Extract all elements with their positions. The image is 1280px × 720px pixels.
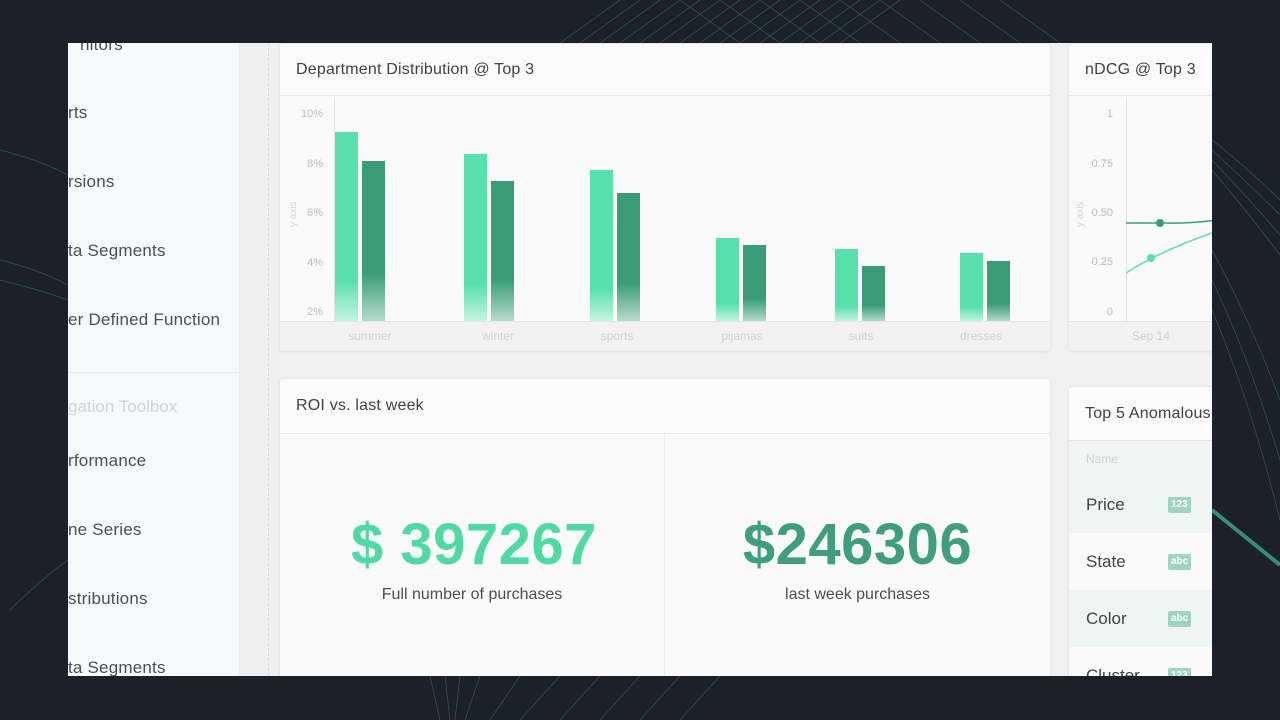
- bar-sports-series1[interactable]: [590, 170, 613, 322]
- sidebar-item-user-defined-function[interactable]: er Defined Function: [68, 310, 221, 329]
- sidebar: nitors rts rsions ta Segments er Defined…: [68, 43, 240, 676]
- bar-dresses-series1[interactable]: [960, 253, 983, 322]
- x-tick: winter: [481, 329, 514, 343]
- x-axis: summer winter sports pijamas suits dress…: [280, 321, 1050, 351]
- y-tick: 10%: [300, 108, 323, 120]
- bar-sports-series2[interactable]: [617, 193, 640, 322]
- bar-pijamas-series2[interactable]: [743, 245, 766, 322]
- roi-card: ROI vs. last week $ 397267 Full number o…: [279, 378, 1051, 676]
- y-tick: 4%: [307, 257, 323, 269]
- y-tick: 0: [1106, 306, 1113, 318]
- kpi-value: $ 397267: [351, 511, 597, 577]
- line-series: [1126, 219, 1212, 274]
- text-type-icon: abc: [1168, 553, 1192, 570]
- bar-pijamas-series1[interactable]: [716, 238, 739, 322]
- sidebar-item-data-segments[interactable]: ta Segments: [68, 241, 166, 260]
- x-tick: summer: [348, 329, 392, 343]
- numeric-type-icon: 123: [1168, 667, 1191, 676]
- table-row[interactable]: Cluster 123: [1069, 647, 1212, 676]
- y-tick: 8%: [307, 158, 323, 170]
- card-title: nDCG @ Top 3: [1069, 44, 1212, 96]
- x-tick: Sep 14: [1131, 329, 1171, 343]
- data-point: [1156, 219, 1164, 227]
- card-title: ROI vs. last week: [280, 379, 1050, 434]
- content-gutter: [240, 43, 280, 676]
- kpi-caption: Full number of purchases: [381, 585, 563, 603]
- department-distribution-card: Department Distribution @ Top 3 y axis 1…: [279, 43, 1051, 352]
- sidebar-item-monitors[interactable]: nitors: [80, 43, 123, 54]
- y-axis-line: [1126, 97, 1127, 324]
- top-anomalous-card: Top 5 Anomalous Name Price 123 State abc…: [1068, 386, 1212, 676]
- bar-suits-series1[interactable]: [835, 249, 858, 322]
- y-tick: 1: [1106, 108, 1113, 120]
- y-axis-line: [334, 97, 335, 324]
- sidebar-section-investigation-toolbox: gation Toolbox: [68, 397, 178, 416]
- sidebar-item-versions[interactable]: rsions: [68, 172, 115, 191]
- feature-name: State: [1086, 551, 1126, 571]
- column-header-name[interactable]: Name: [1069, 441, 1212, 476]
- feature-name: Price: [1086, 494, 1125, 514]
- bar-winter-series2[interactable]: [491, 181, 514, 322]
- kpi-full-purchases: $ 397267 Full number of purchases: [280, 432, 665, 676]
- sidebar-item-performance[interactable]: rformance: [68, 451, 147, 470]
- x-tick: pijamas: [721, 329, 763, 343]
- card-title: Top 5 Anomalous: [1069, 387, 1212, 441]
- y-tick: 0.25: [1091, 256, 1113, 268]
- bar-dresses-series2[interactable]: [987, 261, 1010, 322]
- x-tick: suits: [848, 329, 874, 343]
- table-row[interactable]: Color abc: [1069, 590, 1212, 647]
- sidebar-item-distributions[interactable]: stributions: [68, 589, 148, 608]
- kpi-value: $246306: [742, 511, 973, 577]
- y-tick: 0.50: [1091, 207, 1113, 219]
- sidebar-item-data-segments-2[interactable]: ta Segments: [68, 658, 166, 676]
- line-chart: y axis 1 0.75 0.50 0.25 0 Sep 14: [1069, 97, 1212, 351]
- table-row[interactable]: State abc: [1069, 533, 1212, 590]
- x-tick: sports: [600, 329, 634, 343]
- x-axis: Sep 14: [1069, 321, 1212, 351]
- bar-summer-series2[interactable]: [362, 161, 385, 322]
- sidebar-item-time-series[interactable]: ne Series: [68, 520, 142, 539]
- sidebar-item-alerts[interactable]: rts: [68, 103, 88, 122]
- numeric-type-icon: 123: [1168, 496, 1191, 513]
- sidebar-divider: [68, 372, 239, 373]
- bar-suits-series2[interactable]: [862, 266, 885, 322]
- y-tick: 0.75: [1091, 158, 1113, 170]
- y-tick: 2%: [307, 306, 323, 318]
- app-window: nitors rts rsions ta Segments er Defined…: [68, 43, 1212, 676]
- y-tick: 6%: [307, 207, 323, 219]
- x-tick: dresses: [959, 329, 1003, 343]
- kpi-last-week-purchases: $246306 last week purchases: [665, 432, 1050, 676]
- feature-name: Cluster: [1086, 665, 1140, 677]
- data-point: [1147, 254, 1155, 262]
- table-row[interactable]: Price 123: [1069, 476, 1212, 533]
- card-title: Department Distribution @ Top 3: [280, 44, 1050, 96]
- bar-summer-series1[interactable]: [335, 132, 358, 322]
- ndcg-card: nDCG @ Top 3 y axis 1 0.75 0.50 0.25 0 S…: [1068, 43, 1212, 352]
- bar-winter-series1[interactable]: [464, 154, 487, 322]
- feature-name: Color: [1086, 608, 1127, 628]
- text-type-icon: abc: [1168, 610, 1192, 627]
- kpi-caption: last week purchases: [785, 585, 930, 603]
- bar-chart: y axis 10% 8% 6% 4% 2% summer winter sp: [280, 97, 1050, 351]
